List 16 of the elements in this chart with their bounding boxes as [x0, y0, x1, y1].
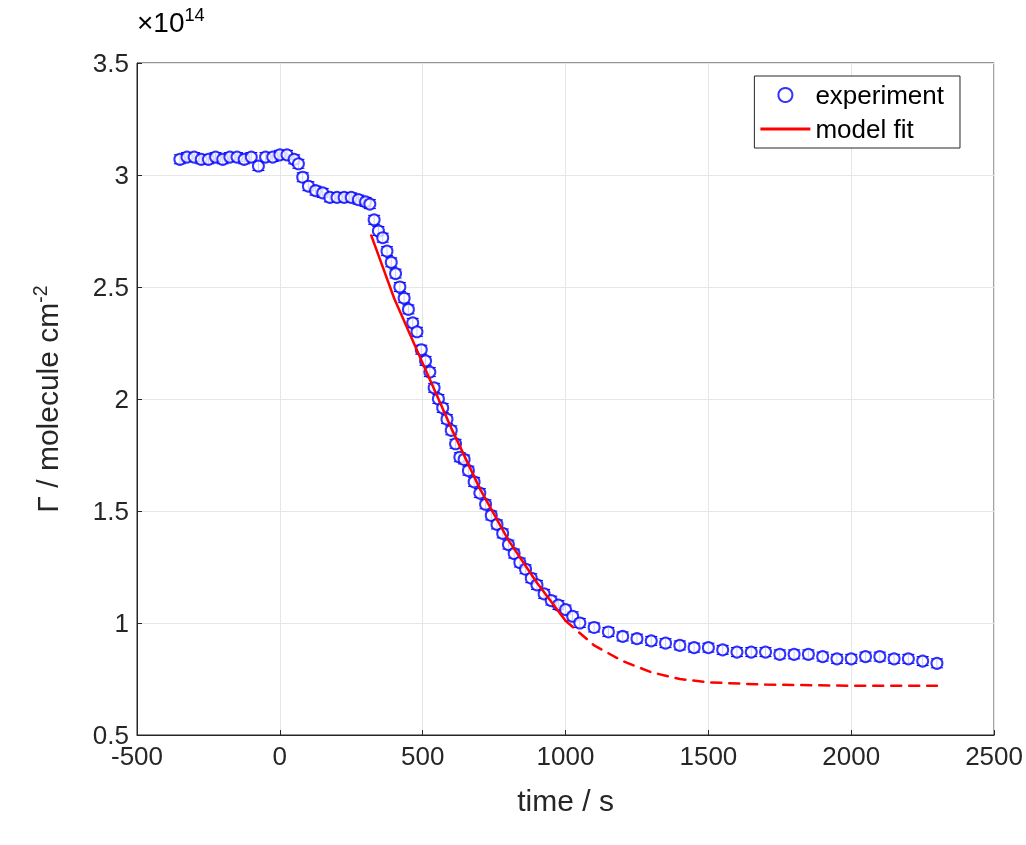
legend-label: model fit — [815, 114, 915, 144]
x-tick-label: 0 — [272, 741, 288, 771]
y-tick-label: 2 — [114, 384, 129, 414]
x-axis-title: time / s — [517, 783, 614, 817]
y-tick-label: 1 — [114, 608, 129, 638]
y-axis-title: Γ / molecule cm-2 — [29, 285, 64, 513]
y-tick-label: 1.5 — [92, 496, 129, 526]
x-tick-label: 500 — [401, 741, 445, 771]
x-tick-label: 1500 — [679, 741, 738, 771]
legend-label: experiment — [815, 80, 945, 110]
y-tick-label: 3.5 — [92, 48, 129, 78]
x-tick-label: 2000 — [822, 741, 881, 771]
y-tick-label: 2.5 — [92, 272, 129, 302]
x-tick-label: 2500 — [965, 741, 1023, 771]
y-tick-label: 3 — [114, 160, 129, 190]
x-tick-label: 1000 — [536, 741, 595, 771]
